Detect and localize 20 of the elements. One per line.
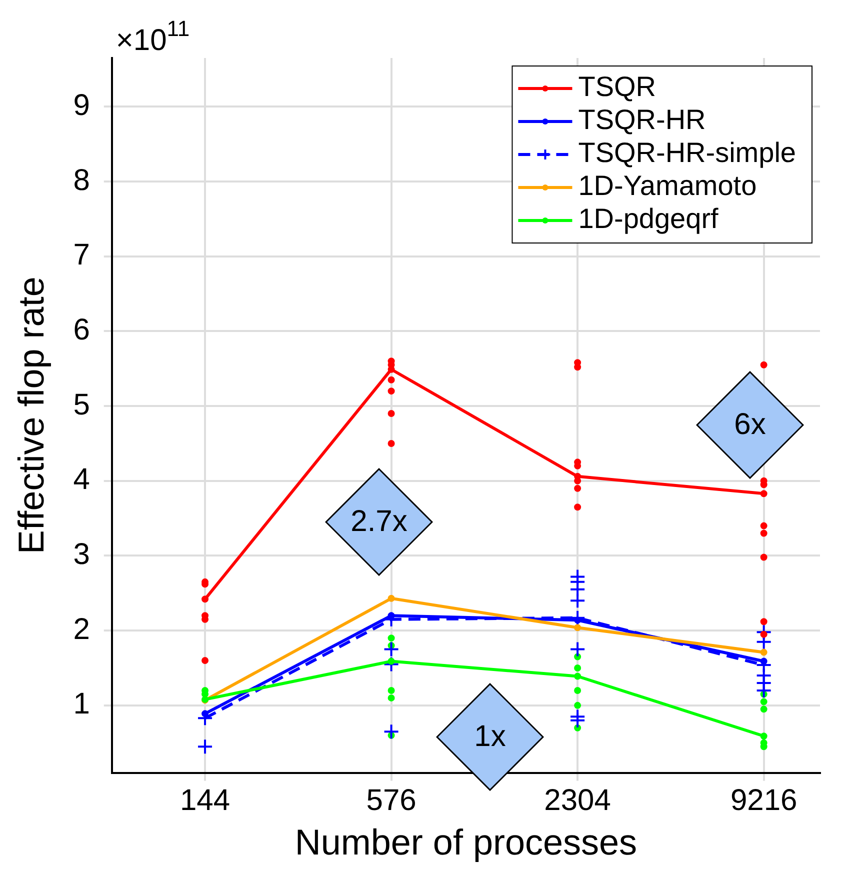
y-tick-label: 1 [73, 688, 90, 721]
y-tick-label: 3 [73, 538, 90, 572]
x-tick-label: 9216 [730, 784, 798, 818]
y-axis-title: Effective flop rate [10, 276, 52, 554]
x-axis-title: Number of processes [294, 821, 638, 862]
y-tick-label: 7 [73, 238, 90, 272]
legend-label: TSQR-HR-simple [578, 137, 796, 168]
legend-label: 1D-pdgeqrf [578, 203, 719, 234]
y-tick-label: 6 [73, 313, 90, 346]
y-tick-label: 8 [73, 164, 90, 197]
legend-label: 1D-Yamamoto [578, 170, 757, 202]
y-tick-label: 4 [73, 463, 90, 496]
legend-label: TSQR-HR [578, 104, 706, 136]
x-tick-label: 2304 [544, 784, 611, 818]
x-tick-label: 576 [366, 784, 416, 818]
y-tick-label: 5 [73, 388, 90, 422]
legend-label: TSQR [578, 71, 656, 102]
x-tick-label: 144 [180, 784, 230, 818]
y-tick-label: 9 [73, 88, 90, 122]
y-tick-label: 2 [73, 612, 90, 646]
